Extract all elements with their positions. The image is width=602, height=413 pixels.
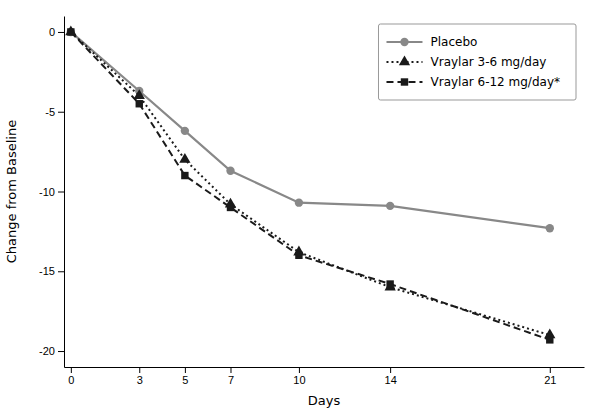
data-point	[136, 100, 143, 107]
tick-mark	[58, 192, 64, 193]
tick: -20	[39, 345, 64, 357]
tick-label: 10	[293, 374, 305, 386]
data-point	[181, 127, 189, 135]
tick-mark	[550, 367, 551, 373]
tick-label: 0	[49, 26, 55, 38]
tick: -5	[45, 106, 64, 118]
tick-label: -15	[39, 265, 55, 277]
tick-label: 21	[544, 374, 556, 386]
series-line	[71, 32, 550, 228]
legend-item: Vraylar 6-12 mg/day*	[386, 75, 560, 89]
tick-mark	[185, 367, 186, 373]
tick-label: -10	[39, 186, 55, 198]
tick-mark	[58, 112, 64, 113]
data-point	[546, 336, 553, 343]
data-point	[65, 25, 76, 35]
data-point	[134, 89, 145, 99]
legend-label: Vraylar 6-12 mg/day*	[430, 75, 560, 89]
tick-mark	[390, 367, 391, 373]
data-point	[67, 28, 75, 36]
legend-marker	[401, 78, 408, 85]
data-point	[386, 202, 394, 210]
legend-marker	[400, 38, 408, 46]
tick-mark	[71, 367, 72, 373]
data-point	[295, 198, 303, 206]
tick-label: -20	[39, 345, 55, 357]
data-point	[179, 153, 190, 163]
legend-item: Placebo	[386, 35, 477, 49]
data-point	[227, 204, 234, 211]
x-axis: 0 3 5 7 10 14 21	[65, 367, 585, 386]
tick: 3	[137, 367, 143, 386]
data-point	[295, 252, 302, 259]
data-point	[546, 224, 554, 232]
data-point	[181, 172, 188, 179]
legend-label: Vraylar 3-6 mg/day	[430, 55, 546, 69]
tick-mark	[230, 367, 231, 373]
tick-label: 14	[385, 374, 397, 386]
data-point	[386, 280, 393, 287]
plot: 0 3 5 7 10 14 21 0 -5 -10 -15 -20 Placebo Vraylar 3-6…	[39, 17, 584, 386]
data-point	[226, 167, 234, 175]
tick: 10	[293, 367, 305, 386]
axis-line	[64, 17, 65, 368]
x-axis-title: Days	[308, 393, 341, 408]
y-axis-title: Change from Baseline	[4, 120, 19, 263]
axis-line	[65, 367, 585, 368]
tick-label: 5	[182, 374, 188, 386]
tick-label: -5	[45, 106, 55, 118]
tick-mark	[299, 367, 300, 373]
tick: 5	[182, 367, 188, 386]
tick-label: 3	[137, 374, 143, 386]
tick: -15	[39, 265, 64, 277]
legend-label: Placebo	[430, 35, 477, 49]
tick-mark	[139, 367, 140, 373]
legend-box	[378, 24, 576, 100]
data-point	[67, 28, 74, 35]
tick-label: 7	[228, 374, 234, 386]
tick: 0	[49, 26, 64, 38]
tick: 0	[68, 367, 74, 386]
legend-marker	[399, 55, 410, 65]
tick-mark	[58, 271, 64, 272]
chart: 0 3 5 7 10 14 21 0 -5 -10 -15 -20 Placebo Vraylar 3-6…	[0, 0, 602, 413]
tick-mark	[58, 351, 64, 352]
tick-label: 0	[68, 374, 74, 386]
tick: 21	[544, 367, 556, 386]
legend: Placebo Vraylar 3-6 mg/day Vraylar 6-12 mg…	[378, 24, 576, 100]
tick: -10	[39, 186, 64, 198]
tick-mark	[58, 32, 64, 33]
tick: 7	[228, 367, 234, 386]
legend-item: Vraylar 3-6 mg/day	[386, 55, 546, 69]
tick: 14	[385, 367, 397, 386]
y-axis: 0 -5 -10 -15 -20	[39, 17, 64, 368]
